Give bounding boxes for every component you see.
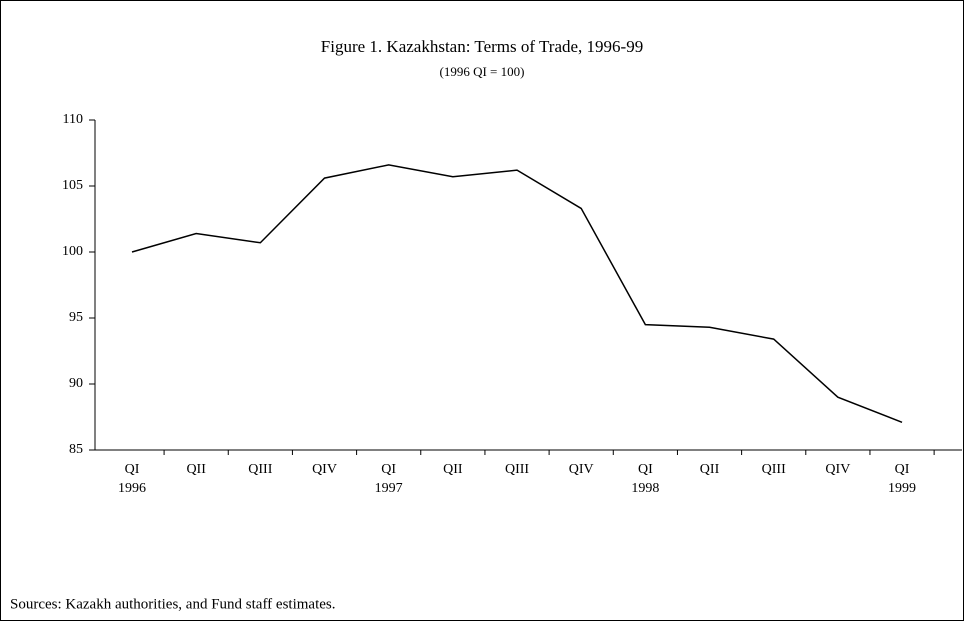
- x-tick-label: QI: [381, 462, 396, 477]
- x-tick-label: QII: [700, 462, 720, 477]
- y-tick-label: 85: [69, 442, 83, 457]
- source-note: Sources: Kazakh authorities, and Fund st…: [10, 596, 335, 612]
- y-tick-label: 100: [62, 244, 83, 259]
- chart-subtitle: (1996 QI = 100): [440, 64, 525, 79]
- y-tick-label: 95: [69, 310, 83, 325]
- series-line: [131, 164, 903, 423]
- x-tick-label: QI: [125, 462, 140, 477]
- x-tick-label: QIII: [505, 462, 529, 477]
- x-tick-label: QII: [186, 462, 206, 477]
- x-tick-label: QI: [638, 462, 653, 477]
- x-tick-label: QIII: [762, 462, 786, 477]
- x-tick-label: QI: [895, 462, 910, 477]
- x-year-label: 1998: [631, 481, 659, 496]
- x-year-label: 1997: [375, 481, 403, 496]
- x-tick-label: QIV: [569, 462, 594, 477]
- y-tick-label: 105: [62, 178, 83, 193]
- x-tick-label: QIV: [825, 462, 850, 477]
- y-tick-label: 110: [63, 112, 83, 127]
- chart-title: Figure 1. Kazakhstan: Terms of Trade, 19…: [321, 37, 643, 56]
- x-tick-label: QII: [443, 462, 463, 477]
- y-tick-label: 90: [69, 376, 83, 391]
- x-tick-label: QIV: [312, 462, 337, 477]
- x-year-label: 1999: [888, 481, 916, 496]
- x-tick-label: QIII: [248, 462, 272, 477]
- x-year-label: 1996: [118, 481, 146, 496]
